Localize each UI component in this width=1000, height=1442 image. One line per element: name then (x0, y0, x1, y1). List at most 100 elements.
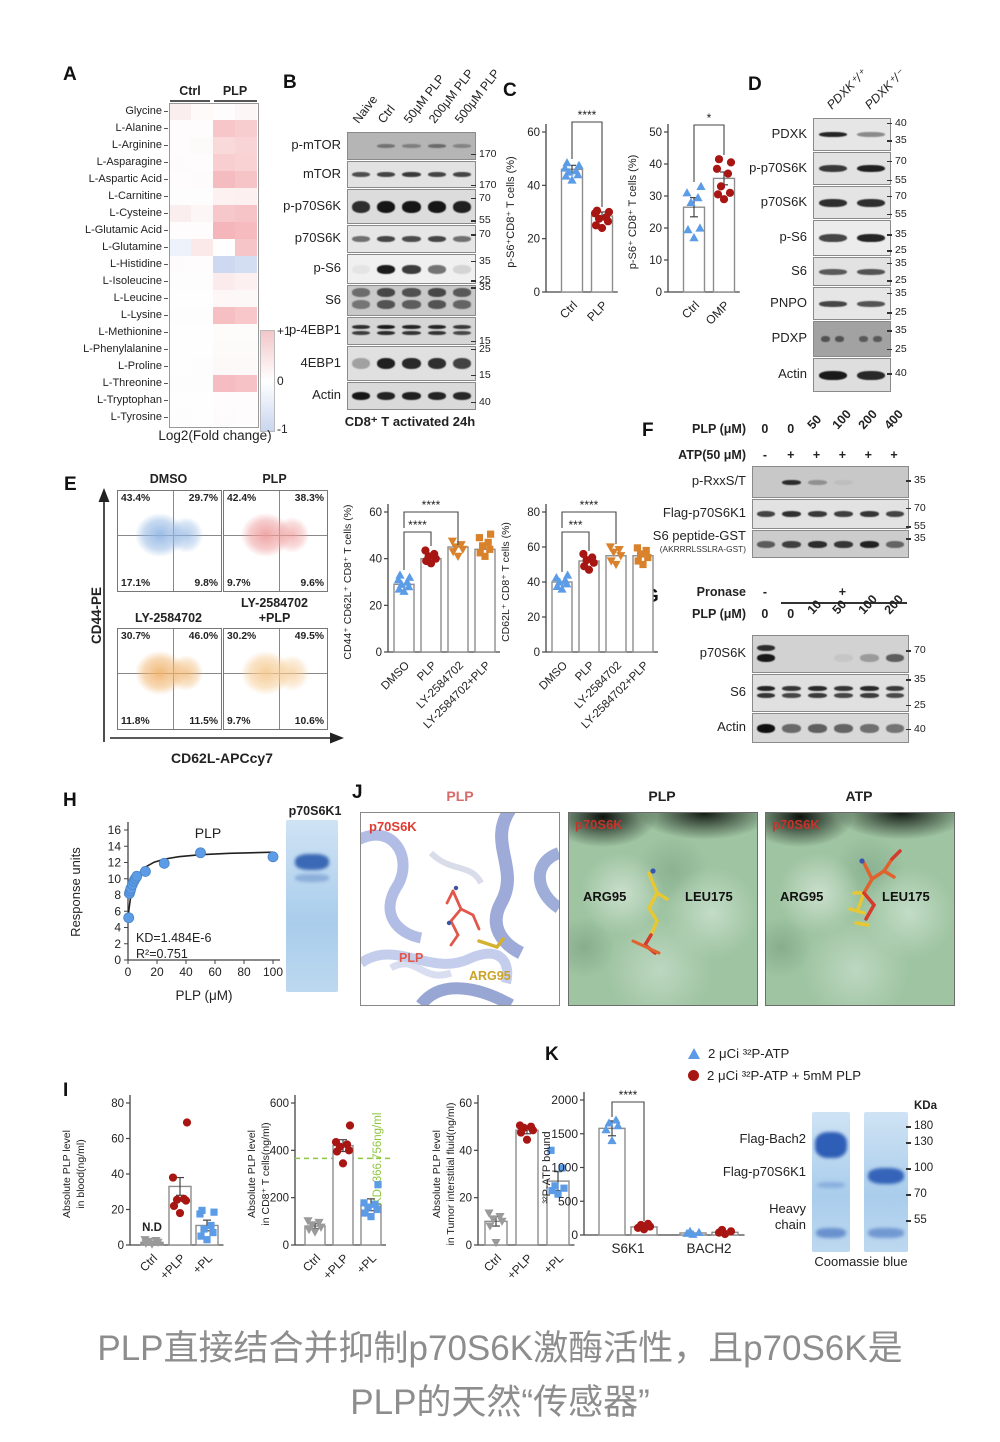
group-label: BACH2 (686, 1241, 731, 1256)
marker-tick (887, 312, 892, 314)
x-tick-label: 80 (237, 965, 251, 979)
blot-band (859, 653, 879, 662)
data-point-triangle (560, 575, 570, 584)
data-point-circle (526, 1122, 536, 1131)
j-title-plp-surface: PLP (648, 788, 676, 804)
marker-tick (906, 507, 911, 510)
gel-k-lane-bach2 (812, 1112, 850, 1252)
y-tick-label: 1500 (551, 1127, 578, 1141)
figure-caption: PLP直接结合并抑制p70S6K激酶活性，且p70S6K是 PLP的天然“传感器… (0, 1322, 1000, 1431)
panel-label-f: F (642, 420, 654, 441)
x-tick-label: +PL (190, 1251, 215, 1276)
blot-band (858, 336, 868, 342)
y-tick-label: 40 (649, 159, 662, 171)
ribbon-drawing (361, 813, 559, 1005)
nd-label: N.D (142, 1222, 162, 1234)
heatmap-cell (235, 256, 257, 273)
heatmap-cell (169, 205, 191, 222)
data-point-square (367, 1213, 375, 1221)
data-point-triangle (604, 1118, 614, 1127)
data-point-circle (345, 1121, 355, 1130)
heatmap-cell (235, 324, 257, 341)
data-point-circle (172, 1195, 182, 1204)
heatmap-cell (213, 341, 235, 358)
quadrant-pct-br: 11.5% (189, 716, 218, 727)
y-tick-label: 600 (270, 1098, 289, 1110)
gel-marker-tick (906, 1142, 911, 1144)
lane-value: + (812, 448, 821, 462)
chart-32p-atp-bound: 0 500 1000 1500 2000 ³²P-ATP bound S6K1 BACH2 **… (541, 1088, 745, 1256)
marker-kda: 25 (895, 306, 907, 319)
gel-kda-header: KDa (914, 1100, 938, 1112)
y-axis-label: ³²P-ATP bound (541, 1131, 553, 1203)
data-point-triangle-down (488, 1215, 498, 1224)
data-point-square (371, 1200, 379, 1208)
y-axis-label: in blood(ng/ml) (75, 1139, 87, 1208)
data-point-square (481, 552, 489, 560)
cell-population-blob (269, 649, 315, 697)
data-point-square (207, 1221, 215, 1230)
data-point-circle (169, 1201, 179, 1211)
x-tick-label: 20 (150, 965, 164, 979)
marker-tick (887, 122, 892, 125)
blot-row-label: PNPO (770, 294, 807, 310)
heatmap-cell (235, 188, 257, 205)
marker-kda: 35 (895, 286, 907, 299)
blot-band (402, 144, 421, 148)
gel-h-title: p70S6K1 (288, 804, 342, 818)
row-tick (164, 349, 168, 350)
heatmap-cell (191, 103, 213, 120)
bar (474, 548, 496, 653)
marker-tick (906, 480, 911, 482)
blot-header-label: PLP (μM) (692, 422, 746, 436)
data-point-square (560, 1184, 568, 1192)
blot-row-box (347, 132, 476, 160)
y-tick-label: 50 (649, 127, 662, 139)
blot-band (402, 392, 421, 400)
x-tick-label: Ctrl (557, 298, 580, 321)
lane-label: PDXK⁺/⁻ (861, 66, 908, 112)
blot-band (376, 264, 396, 274)
data-point-circle (726, 158, 736, 167)
data-point-triangle (404, 582, 414, 591)
gel-marker-tick (906, 1126, 911, 1128)
blot-band (376, 324, 396, 329)
y-tick-label: 200 (270, 1193, 289, 1205)
data-point-circle (714, 155, 724, 164)
blot-band (351, 330, 370, 335)
heatmap-cell (169, 409, 191, 426)
blot-band (857, 198, 885, 207)
x-tick-label: 40 (179, 965, 193, 979)
data-point-circle (182, 1118, 192, 1127)
x-axis-label: PLP (μM) (175, 988, 232, 1003)
chart-ps6-ctrl-omp: 0 10 20 30 40 50 p-S6⁺ CD8⁺ T cells (%) Ctrl OMP… (627, 111, 740, 327)
bar (420, 557, 442, 653)
marker-tick (471, 260, 476, 263)
row-tick (164, 417, 168, 418)
legend-label: 2 μCi ³²P-ATP + 5mM PLP (707, 1067, 862, 1083)
blot-band (834, 723, 853, 733)
data-point-square (475, 534, 483, 542)
blot-band (402, 358, 421, 369)
blot-row-box (813, 358, 891, 392)
x-tick-label: PLP (573, 659, 597, 683)
blot-band (351, 264, 370, 274)
heatmap-cell (213, 273, 235, 290)
marker-kda: 70 (895, 189, 907, 202)
heatmap-cell (213, 188, 235, 205)
blot-band (756, 685, 776, 691)
blot-row-label: PDXK (771, 125, 807, 141)
heatmap-row-label: L-Glutamic Acid (84, 224, 162, 236)
heatmap-cell (213, 256, 235, 273)
flow-x-axis-label: CD62L-APCcy7 (171, 750, 273, 766)
legend-item: 2 μCi ³²P-ATP + 5mM PLP (688, 1064, 861, 1086)
blot-band (402, 330, 421, 335)
blot-band (351, 172, 370, 177)
lane-value: - (762, 585, 767, 599)
data-point-circle (123, 912, 135, 924)
significance-bracket (611, 1101, 645, 1221)
flow-y-axis-label: CD44-PE (89, 586, 105, 645)
data-point-square (548, 1186, 556, 1195)
y-axis-label: CD44⁺ CD62L⁺ CD8⁺ T cells (%) (342, 504, 354, 659)
blot-band (782, 685, 802, 691)
